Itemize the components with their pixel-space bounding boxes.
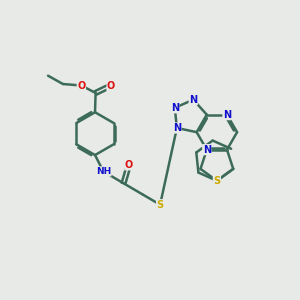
Text: N: N — [223, 110, 231, 120]
Text: N: N — [171, 103, 179, 113]
Text: O: O — [77, 80, 86, 91]
Text: NH: NH — [96, 167, 111, 176]
Text: N: N — [189, 94, 197, 105]
Text: O: O — [125, 160, 133, 170]
Text: N: N — [173, 123, 181, 133]
Text: O: O — [107, 80, 115, 91]
Text: S: S — [157, 200, 164, 210]
Text: N: N — [203, 145, 211, 155]
Text: S: S — [213, 176, 220, 186]
